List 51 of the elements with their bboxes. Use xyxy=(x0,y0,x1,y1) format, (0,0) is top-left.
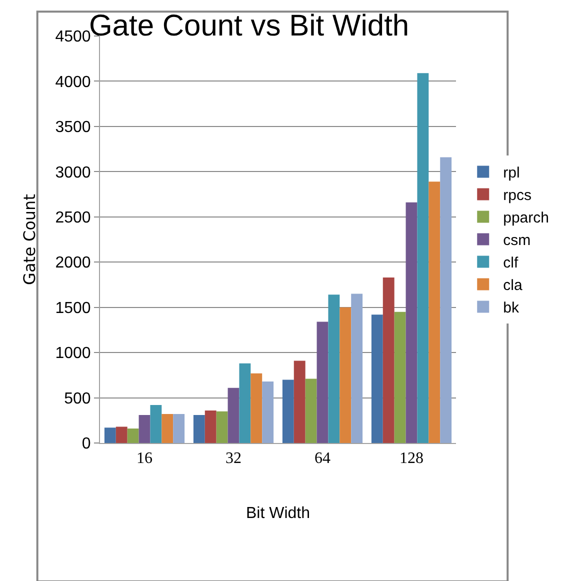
bar xyxy=(351,294,363,443)
bar xyxy=(305,378,317,443)
bar xyxy=(239,363,251,443)
legend-label: clf xyxy=(503,254,519,272)
bar xyxy=(204,410,216,443)
bar xyxy=(394,312,406,443)
x-tick-label: 64 xyxy=(314,450,330,468)
legend-label: rpcs xyxy=(503,187,532,204)
bar xyxy=(127,428,139,443)
legend-label: cla xyxy=(503,277,523,294)
legend-label: bk xyxy=(503,300,520,317)
y-tick-label: 3000 xyxy=(55,164,91,182)
y-axis-title: Gate Count xyxy=(20,194,40,285)
bar xyxy=(371,314,383,443)
legend-label: rpl xyxy=(503,164,520,182)
bar xyxy=(216,411,228,443)
bar xyxy=(250,373,262,443)
bar xyxy=(193,414,205,443)
bar xyxy=(316,322,328,443)
bar xyxy=(340,307,352,443)
x-tick-label: 32 xyxy=(226,450,242,468)
bar xyxy=(406,202,418,443)
y-tick-label: 2000 xyxy=(55,254,91,272)
bar xyxy=(150,405,162,443)
bar xyxy=(138,414,150,443)
y-tick-label: 4000 xyxy=(55,74,91,91)
x-tick-label: 16 xyxy=(136,450,152,468)
y-tick-label: 4500 xyxy=(55,28,91,46)
bar xyxy=(262,382,274,443)
y-tick-label: 500 xyxy=(64,390,91,408)
bar xyxy=(428,182,440,443)
y-tick-label: 3500 xyxy=(55,119,91,136)
x-tick-label: 128 xyxy=(400,450,424,468)
bar xyxy=(228,388,240,443)
bar xyxy=(440,157,452,443)
legend-label: csm xyxy=(503,232,531,250)
bar xyxy=(282,380,294,443)
bar xyxy=(104,428,116,443)
bar xyxy=(328,294,340,443)
bar xyxy=(173,414,185,443)
bar xyxy=(162,414,174,443)
bar xyxy=(382,277,394,443)
bar xyxy=(417,73,429,443)
y-tick-label: 2500 xyxy=(55,209,91,226)
y-tick-label: 1000 xyxy=(55,345,91,362)
bar xyxy=(116,426,128,443)
y-tick-label: 1500 xyxy=(55,300,91,317)
y-tick-label: 0 xyxy=(82,436,91,453)
legend-label: pparch xyxy=(503,210,549,227)
bar xyxy=(294,360,306,443)
x-axis-title: Bit Width xyxy=(246,504,310,522)
